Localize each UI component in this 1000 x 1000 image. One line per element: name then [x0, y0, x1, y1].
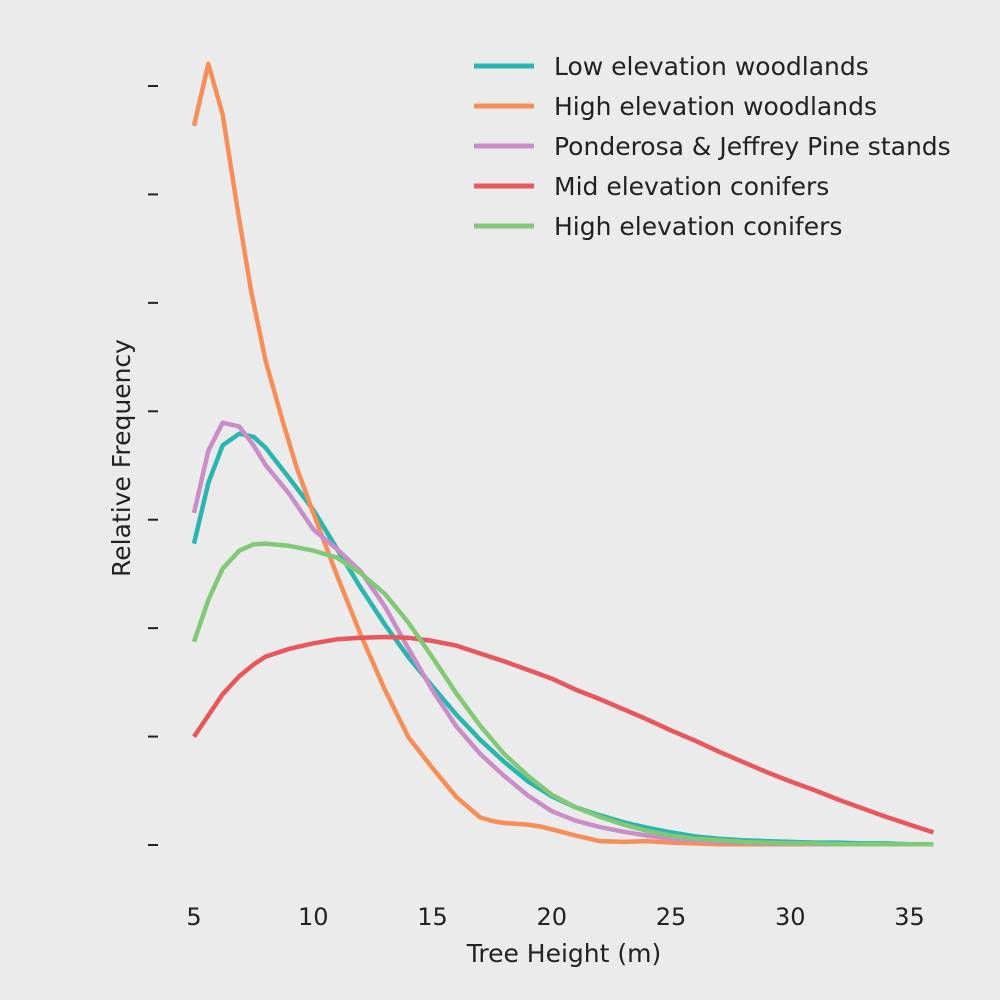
legend: Low elevation woodlands High elevation wo… — [474, 52, 951, 241]
legend-label: Mid elevation conifers — [554, 172, 829, 201]
series-line-5 — [191, 541, 934, 847]
x-tick-label: 5 — [186, 903, 201, 931]
x-axis-ticks: 5 10 15 20 25 30 35 — [186, 903, 924, 931]
legend-label: High elevation woodlands — [554, 92, 877, 121]
x-tick-label: 35 — [894, 903, 925, 931]
x-tick-label: 15 — [417, 903, 448, 931]
x-tick-label: 25 — [656, 903, 687, 931]
legend-label: High elevation conifers — [554, 212, 842, 241]
x-tick-label: 30 — [775, 903, 806, 931]
x-tick-label: 10 — [298, 903, 329, 931]
y-axis-ticks — [148, 85, 158, 846]
y-axis-label: Relative Frequency — [107, 339, 136, 577]
series-lines — [191, 61, 935, 847]
x-tick-label: 20 — [536, 903, 567, 931]
x-axis-label: Tree Height (m) — [466, 939, 661, 968]
legend-label: Ponderosa & Jeffrey Pine stands — [554, 132, 951, 161]
series-line-4 — [192, 634, 935, 835]
legend-label: Low elevation woodlands — [554, 52, 869, 81]
